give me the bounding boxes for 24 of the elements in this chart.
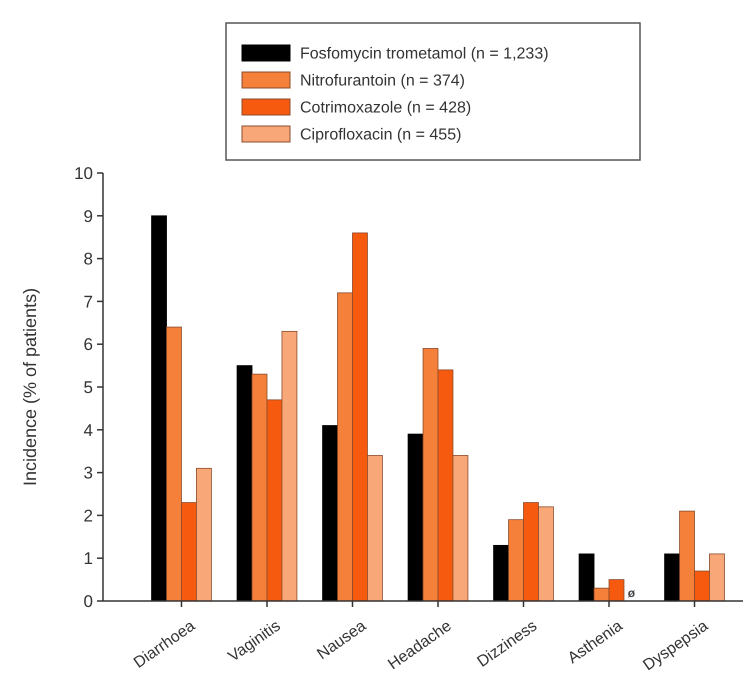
bar	[236, 365, 252, 602]
legend-label: Nitrofurantoin (n = 374)	[300, 72, 465, 90]
y-tick-label: 10	[74, 164, 93, 183]
bar	[664, 554, 680, 602]
y-tick-label: 4	[84, 420, 93, 440]
y-tick-label: 5	[84, 378, 93, 397]
y-tick-label: 2	[84, 506, 93, 526]
annotation: ø	[628, 586, 636, 600]
y-tick-label: 3	[84, 464, 93, 483]
legend-label: Fosfomycin trometamol (n = 1,233)	[300, 46, 549, 63]
y-tick-label: 1	[84, 549, 93, 568]
bar	[493, 544, 509, 602]
y-tick-label: 0	[84, 592, 93, 611]
y-tick-label: 6	[84, 335, 93, 354]
bar	[578, 554, 594, 602]
bar	[322, 425, 338, 602]
y-tick-label: 7	[84, 292, 93, 312]
bar	[151, 215, 167, 602]
legend-label: Cotrimoxazole (n = 428)	[300, 100, 472, 117]
y-tick-label: 9	[84, 206, 93, 226]
y-axis-title: Incidence (% of patients)	[20, 288, 40, 486]
legend-label: Ciprofloxacin (n = 455)	[300, 126, 462, 144]
bar	[408, 434, 424, 602]
y-tick-label: 8	[84, 250, 93, 269]
